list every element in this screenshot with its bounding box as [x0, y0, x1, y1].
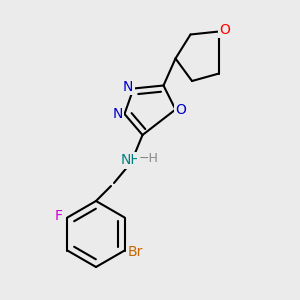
Text: NH: NH [120, 154, 141, 167]
Text: O: O [176, 103, 186, 116]
Text: N: N [123, 80, 133, 94]
Text: N: N [113, 107, 123, 121]
Text: F: F [54, 209, 62, 223]
Text: Br: Br [128, 245, 143, 259]
Text: O: O [220, 23, 230, 37]
Text: −H: −H [139, 152, 158, 166]
